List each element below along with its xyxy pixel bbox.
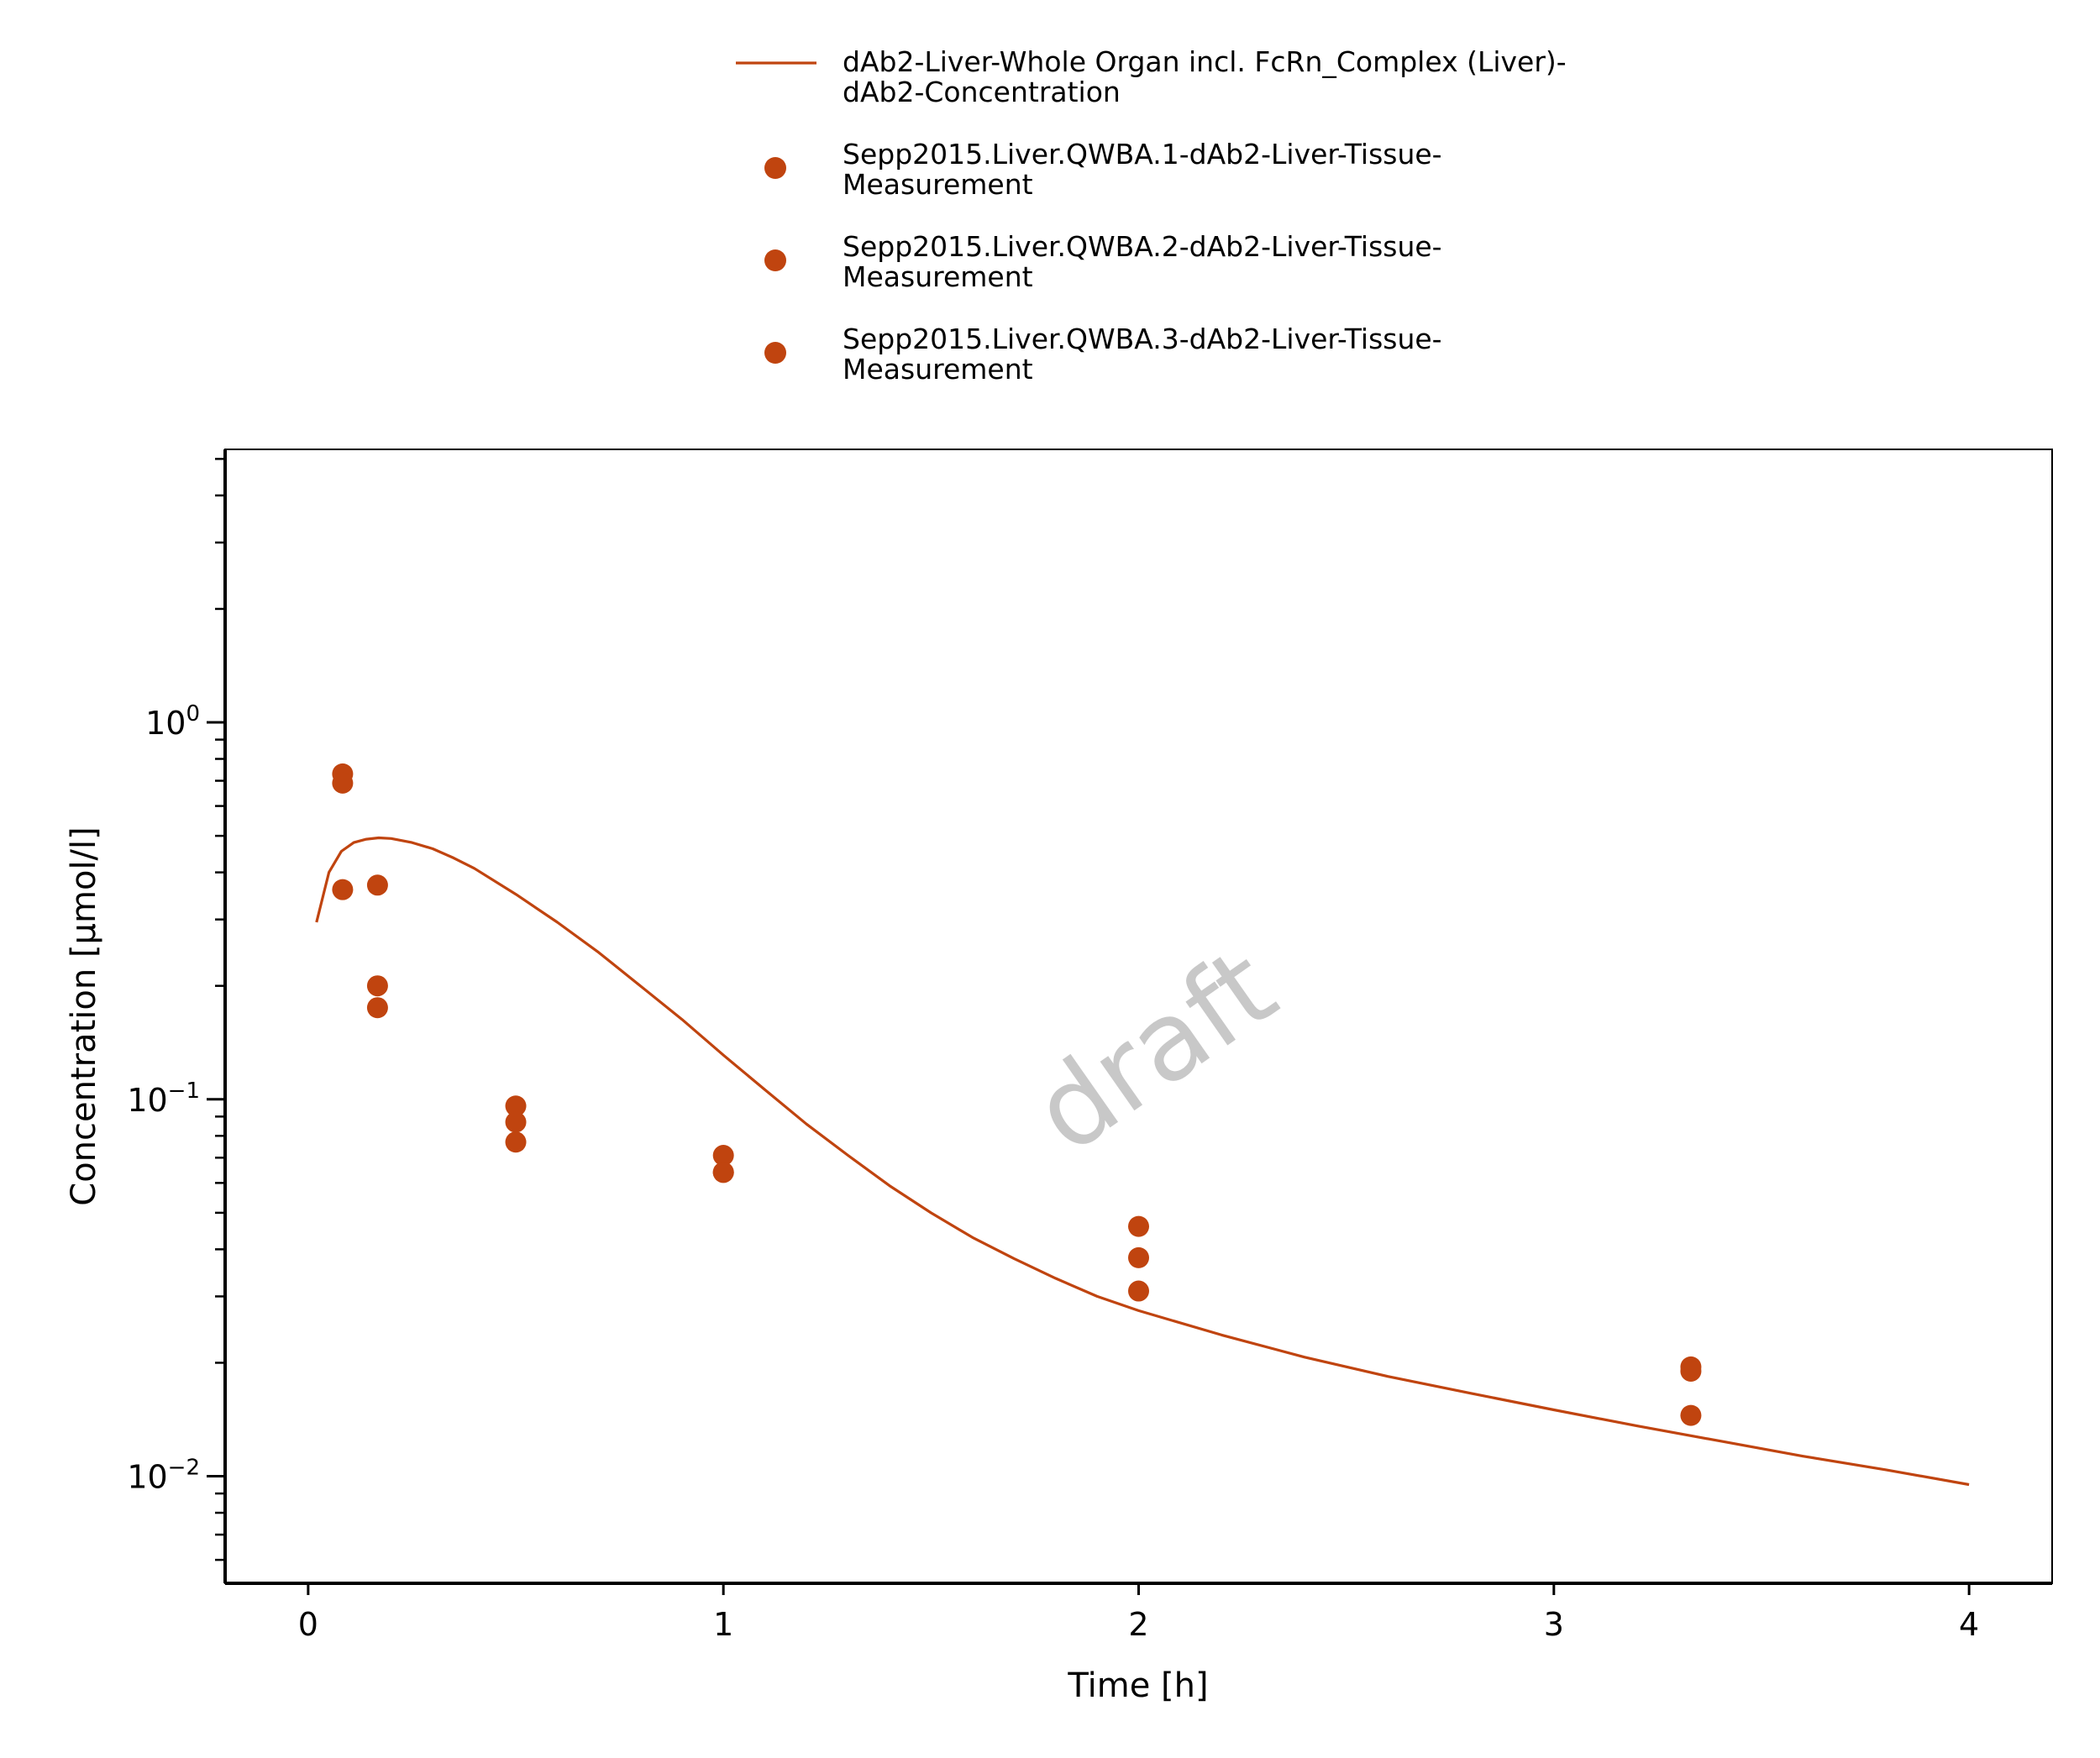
- measurement-point-qwba-2: [1128, 1246, 1149, 1268]
- legend-label: Sepp2015.Liver.QWBA.2-dAb2-Liver-Tissue-: [843, 230, 1442, 263]
- measurement-point-qwba-2: [332, 772, 354, 794]
- legend-label: dAb2-Liver-Whole Organ incl. FcRn_Comple…: [843, 45, 1567, 78]
- legend-marker-swatch: [764, 249, 786, 271]
- measurement-point-qwba-2: [366, 975, 388, 997]
- x-tick-label: 2: [1128, 1606, 1148, 1643]
- measurement-point-qwba-1: [1128, 1215, 1149, 1237]
- y-tick-label: 10−2: [127, 1456, 200, 1496]
- legend-item: Sepp2015.Liver.QWBA.1-dAb2-Liver-Tissue-…: [764, 138, 1442, 201]
- measurement-point-qwba-3: [332, 879, 354, 900]
- legend-label: Sepp2015.Liver.QWBA.1-dAb2-Liver-Tissue-: [843, 138, 1442, 171]
- y-axis-label: Concentration [µmol/l]: [65, 827, 103, 1205]
- measurement-point-qwba-1: [712, 1145, 734, 1167]
- legend-item: Sepp2015.Liver.QWBA.3-dAb2-Liver-Tissue-…: [764, 323, 1442, 386]
- measurement-point-qwba-2: [1680, 1360, 1702, 1382]
- x-tick-label: 0: [298, 1606, 318, 1643]
- measurement-point-qwba-1: [505, 1095, 527, 1117]
- x-tick-label: 4: [1959, 1606, 1979, 1643]
- x-tick-label: 3: [1544, 1606, 1564, 1643]
- measurement-point-qwba-2: [505, 1111, 527, 1133]
- measurement-point-qwba-1: [366, 874, 388, 896]
- measurement-point-qwba-3: [1680, 1404, 1702, 1426]
- simulated-concentration-line: [315, 836, 1970, 1487]
- legend-marker-swatch: [764, 342, 786, 364]
- series-layer: [315, 763, 1970, 1487]
- measurement-point-qwba-3: [712, 1162, 734, 1183]
- measurement-point-qwba-3: [366, 997, 388, 1019]
- measurement-point-qwba-3: [505, 1131, 527, 1153]
- x-axis-ticks: 0 1 2 3 4: [298, 1583, 1979, 1643]
- legend-label: Sepp2015.Liver.QWBA.3-dAb2-Liver-Tissue-: [843, 323, 1442, 355]
- y-tick-label: 10−1: [127, 1078, 200, 1119]
- legend-label: Measurement: [843, 353, 1033, 386]
- legend: dAb2-Liver-Whole Organ incl. FcRn_Comple…: [736, 45, 1567, 386]
- legend-marker-swatch: [764, 157, 786, 179]
- legend-label: Measurement: [843, 260, 1033, 293]
- legend-label: Measurement: [843, 168, 1033, 201]
- y-tick-label: 100: [145, 701, 200, 742]
- legend-label: dAb2-Concentration: [843, 76, 1121, 108]
- x-tick-label: 1: [713, 1606, 733, 1643]
- legend-item: Sepp2015.Liver.QWBA.2-dAb2-Liver-Tissue-…: [764, 230, 1442, 293]
- legend-item: dAb2-Liver-Whole Organ incl. FcRn_Comple…: [736, 45, 1567, 108]
- y-axis-ticks: 100 10−1 10−2: [127, 458, 225, 1561]
- measurement-point-qwba-3: [1128, 1280, 1149, 1302]
- x-axis-label: Time [h]: [1067, 1666, 1208, 1705]
